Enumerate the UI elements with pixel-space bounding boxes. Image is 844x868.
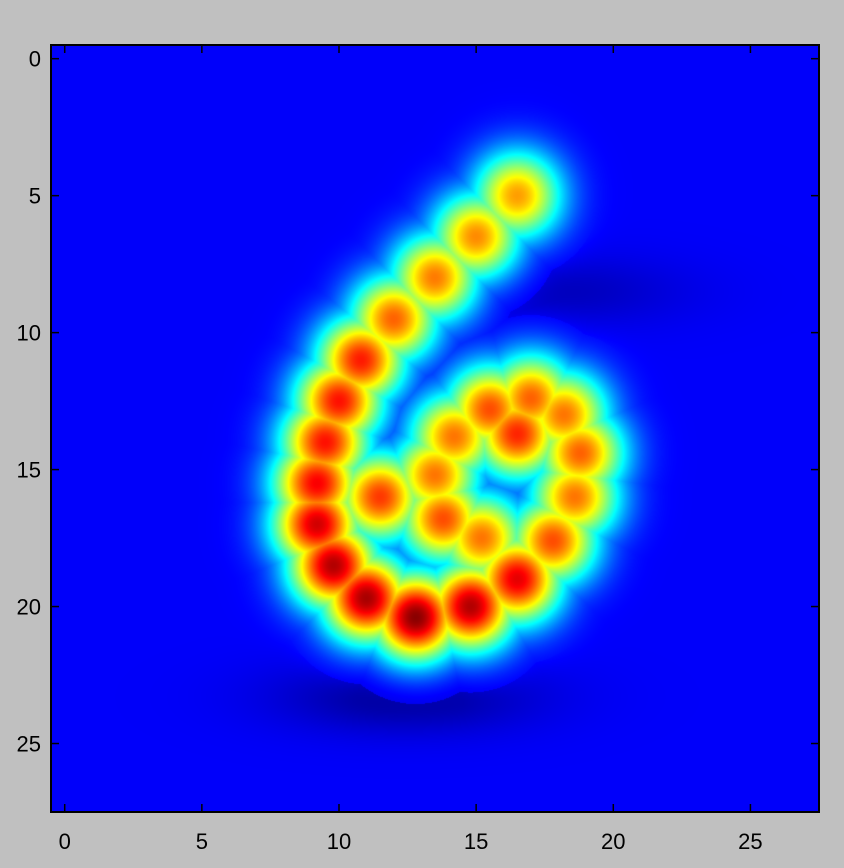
plot-frame: [50, 44, 820, 813]
x-axis: 0 5 10 15 20 25: [59, 45, 763, 854]
y-tick-label: 5: [29, 184, 41, 209]
x-tick-label: 10: [327, 829, 351, 854]
y-tick-label: 15: [17, 458, 41, 483]
y-tick-label: 20: [17, 595, 41, 620]
plot-area: [50, 44, 820, 813]
x-tick-label: 5: [196, 829, 208, 854]
y-axis: 0 5 10 15 20 25: [17, 47, 819, 757]
y-tick-label: 25: [17, 732, 41, 757]
x-tick-label: 0: [59, 829, 71, 854]
heatmap-image: [51, 45, 819, 812]
x-tick-label: 20: [601, 829, 625, 854]
x-tick-label: 15: [464, 829, 488, 854]
x-tick-label: 25: [738, 829, 762, 854]
y-tick-label: 10: [17, 321, 41, 346]
y-tick-label: 0: [29, 47, 41, 72]
